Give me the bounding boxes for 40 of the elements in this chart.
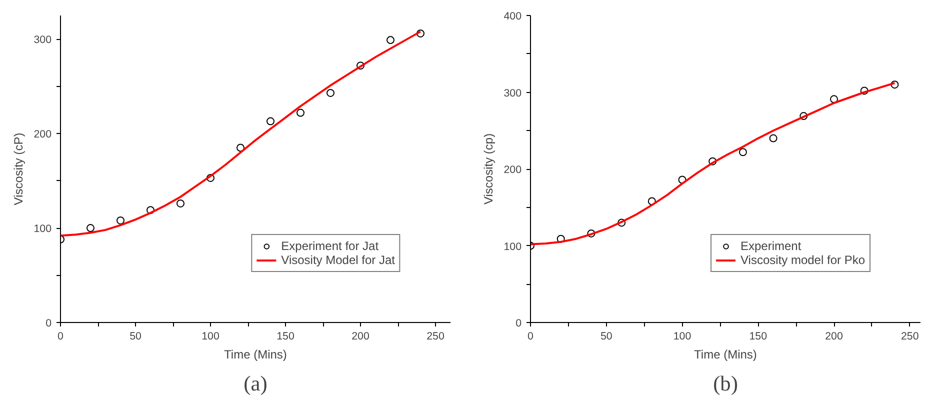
point bbox=[738, 148, 747, 156]
point bbox=[86, 224, 94, 232]
y-axis-title: Viscosity (cp) bbox=[482, 133, 496, 205]
y-tick-label: 100 bbox=[504, 240, 522, 253]
y-tick-label: 0 bbox=[516, 318, 522, 330]
point bbox=[386, 36, 394, 44]
point bbox=[176, 199, 184, 208]
legend-label: Viscosity model for Pko bbox=[740, 253, 865, 267]
x-tick-label: 150 bbox=[276, 330, 294, 342]
x-tick-label: 200 bbox=[352, 330, 370, 342]
x-tick-label: 250 bbox=[426, 330, 444, 342]
x-tick-label: 250 bbox=[900, 330, 919, 342]
x-tick-label: 200 bbox=[825, 330, 843, 342]
x-tick-label: 0 bbox=[58, 330, 64, 342]
y-tick-label: 200 bbox=[34, 128, 52, 141]
legend-label: Visosity Model for Jat bbox=[281, 253, 395, 267]
y-tick-label: 100 bbox=[34, 223, 52, 236]
legend-label: Experiment for Jat bbox=[281, 239, 379, 253]
point bbox=[296, 108, 304, 117]
point bbox=[116, 216, 124, 224]
y-tick-label: 300 bbox=[34, 34, 52, 46]
x-tick-label: 50 bbox=[600, 330, 612, 342]
x-tick-label: 50 bbox=[130, 330, 142, 342]
y-tick-label: 200 bbox=[504, 164, 522, 176]
x-axis-title: Time (Mins) bbox=[694, 348, 757, 362]
x-tick-label: 0 bbox=[528, 330, 534, 342]
y-tick-label: 400 bbox=[504, 10, 522, 22]
y-tick-label: 0 bbox=[46, 318, 52, 330]
point bbox=[326, 88, 334, 97]
y-axis-title: Viscosity (cP) bbox=[12, 132, 26, 206]
x-tick-label: 150 bbox=[749, 330, 768, 342]
x-tick-label: 100 bbox=[673, 330, 692, 342]
legend-label: Experiment bbox=[740, 239, 802, 253]
point bbox=[266, 117, 274, 126]
x-tick-label: 100 bbox=[202, 330, 220, 342]
y-tick-label: 300 bbox=[504, 87, 522, 100]
x-axis-title: Time (Mins) bbox=[224, 348, 287, 362]
point bbox=[769, 134, 778, 142]
text: (b) bbox=[713, 372, 738, 396]
text: (a) bbox=[244, 372, 268, 396]
